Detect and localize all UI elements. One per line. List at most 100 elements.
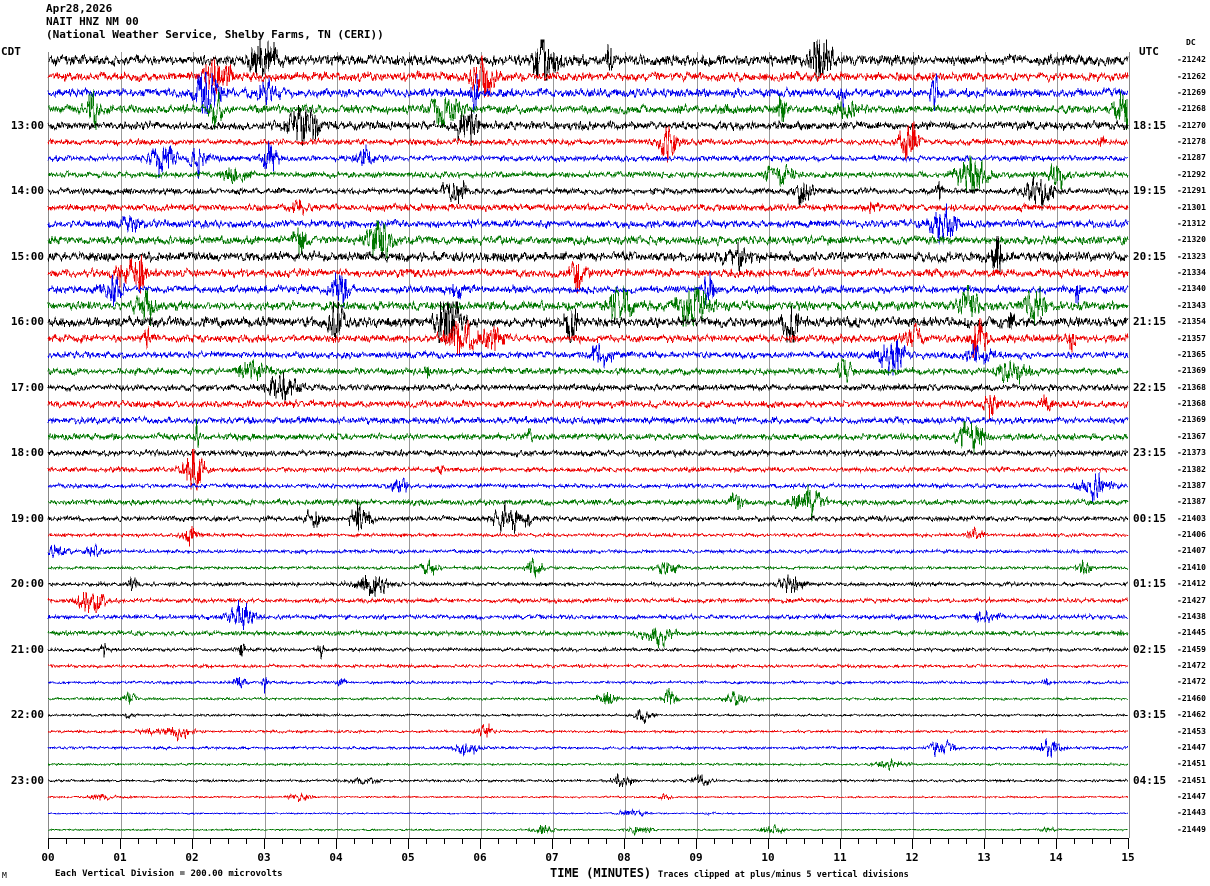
dc-offset-value: -21406 <box>1177 530 1206 540</box>
x-tick-minor <box>516 838 517 844</box>
x-tick-minor <box>966 838 967 844</box>
utc-hour-label: 01:15 <box>1133 577 1167 591</box>
utc-hour-label: 22:15 <box>1133 380 1167 394</box>
x-tick-label: 00 <box>41 851 55 864</box>
seismogram-plot-area <box>48 52 1130 838</box>
gridline <box>841 52 842 838</box>
x-tick-minor <box>822 838 823 844</box>
dc-offset-value: -21459 <box>1177 644 1206 654</box>
utc-hour-label: 21:15 <box>1133 315 1167 329</box>
dc-offset-value: -21472 <box>1177 661 1206 671</box>
cdt-hour-label: 22:00 <box>10 708 44 722</box>
dc-offset-value: -21462 <box>1177 710 1206 720</box>
cdt-hour-label: 21:00 <box>10 642 44 656</box>
gridline <box>913 52 914 838</box>
x-tick-minor <box>804 838 805 844</box>
right-timezone-label: UTC <box>1139 45 1159 58</box>
utc-hour-label: 18:15 <box>1133 118 1167 132</box>
x-tick-major <box>984 838 985 849</box>
dc-offset-value: -21367 <box>1177 431 1206 441</box>
x-tick-minor <box>570 838 571 844</box>
gridline <box>625 52 626 838</box>
header-location: (National Weather Service, Shelby Farms,… <box>46 28 384 41</box>
left-timezone-label: CDT <box>1 45 21 58</box>
x-tick-major <box>192 838 193 849</box>
x-tick-label: 02 <box>185 851 199 864</box>
cdt-hour-label: 15:00 <box>10 249 44 263</box>
x-tick-minor <box>750 838 751 844</box>
x-tick-major <box>624 838 625 849</box>
gridline <box>481 52 482 838</box>
gridline <box>697 52 698 838</box>
gridline <box>553 52 554 838</box>
x-tick-label: 12 <box>905 851 919 864</box>
x-tick-minor <box>390 838 391 844</box>
cdt-hour-label: 16:00 <box>10 315 44 329</box>
x-tick-label: 09 <box>689 851 703 864</box>
dc-offset-value: -21427 <box>1177 595 1206 605</box>
dc-offset-value: -21460 <box>1177 693 1206 703</box>
dc-offset-value: -21445 <box>1177 628 1206 638</box>
x-tick-major <box>840 838 841 849</box>
x-tick-minor <box>1110 838 1111 844</box>
cdt-hour-label: 20:00 <box>10 577 44 591</box>
dc-offset-value: -21242 <box>1177 55 1206 65</box>
gridline <box>193 52 194 838</box>
dc-offset-value: -21269 <box>1177 87 1206 97</box>
utc-hour-label: 20:15 <box>1133 249 1167 263</box>
x-tick-minor <box>300 838 301 844</box>
dc-offset-value: -21447 <box>1177 742 1206 752</box>
x-tick-major <box>480 838 481 849</box>
x-tick-minor <box>372 838 373 844</box>
dc-offset-value: -21301 <box>1177 202 1206 212</box>
x-tick-minor <box>1092 838 1093 844</box>
dc-offset-value: -21292 <box>1177 169 1206 179</box>
x-tick-minor <box>66 838 67 844</box>
x-tick-label: 04 <box>329 851 343 864</box>
x-tick-major <box>408 838 409 849</box>
x-tick-major <box>912 838 913 849</box>
dc-offset-value: -21287 <box>1177 153 1206 163</box>
x-tick-minor <box>1074 838 1075 844</box>
header-date: Apr28,2026 <box>46 2 113 15</box>
x-tick-minor <box>930 838 931 844</box>
x-tick-minor <box>462 838 463 844</box>
gridline <box>985 52 986 838</box>
x-tick-major <box>264 838 265 849</box>
dc-offset-value: -21453 <box>1177 726 1206 736</box>
utc-hour-label: 03:15 <box>1133 708 1167 722</box>
dc-offset-value: -21403 <box>1177 513 1206 523</box>
x-tick-minor <box>426 838 427 844</box>
x-tick-minor <box>660 838 661 844</box>
gridline <box>769 52 770 838</box>
dc-offset-value: -21323 <box>1177 251 1206 261</box>
utc-hour-label: 23:15 <box>1133 446 1167 460</box>
dc-offset-value: -21387 <box>1177 480 1206 490</box>
x-tick-label: 15 <box>1121 851 1135 864</box>
x-tick-label: 01 <box>113 851 127 864</box>
x-tick-major <box>48 838 49 849</box>
dc-offset-value: -21340 <box>1177 284 1206 294</box>
dc-column-header: DC <box>1186 38 1196 47</box>
dc-offset-value: -21472 <box>1177 677 1206 687</box>
gridline <box>337 52 338 838</box>
x-tick-major <box>696 838 697 849</box>
dc-offset-value: -21343 <box>1177 300 1206 310</box>
x-tick-minor <box>732 838 733 844</box>
x-tick-label: 05 <box>401 851 415 864</box>
x-tick-major <box>1128 838 1129 849</box>
dc-offset-value: -21369 <box>1177 366 1206 376</box>
x-tick-major <box>336 838 337 849</box>
dc-offset-value: -21320 <box>1177 235 1206 245</box>
utc-hour-label: 19:15 <box>1133 184 1167 198</box>
dc-offset-value: -21443 <box>1177 808 1206 818</box>
x-tick-label: 03 <box>257 851 271 864</box>
dc-offset-value: -21382 <box>1177 464 1206 474</box>
dc-offset-value: -21365 <box>1177 349 1206 359</box>
x-tick-minor <box>894 838 895 844</box>
scale-note: Each Vertical Division = 200.00 microvol… <box>55 869 283 879</box>
dc-offset-value: -21268 <box>1177 104 1206 114</box>
clipping-note: Traces clipped at plus/minus 5 vertical … <box>658 870 909 880</box>
dc-offset-value: -21369 <box>1177 415 1206 425</box>
x-tick-minor <box>588 838 589 844</box>
